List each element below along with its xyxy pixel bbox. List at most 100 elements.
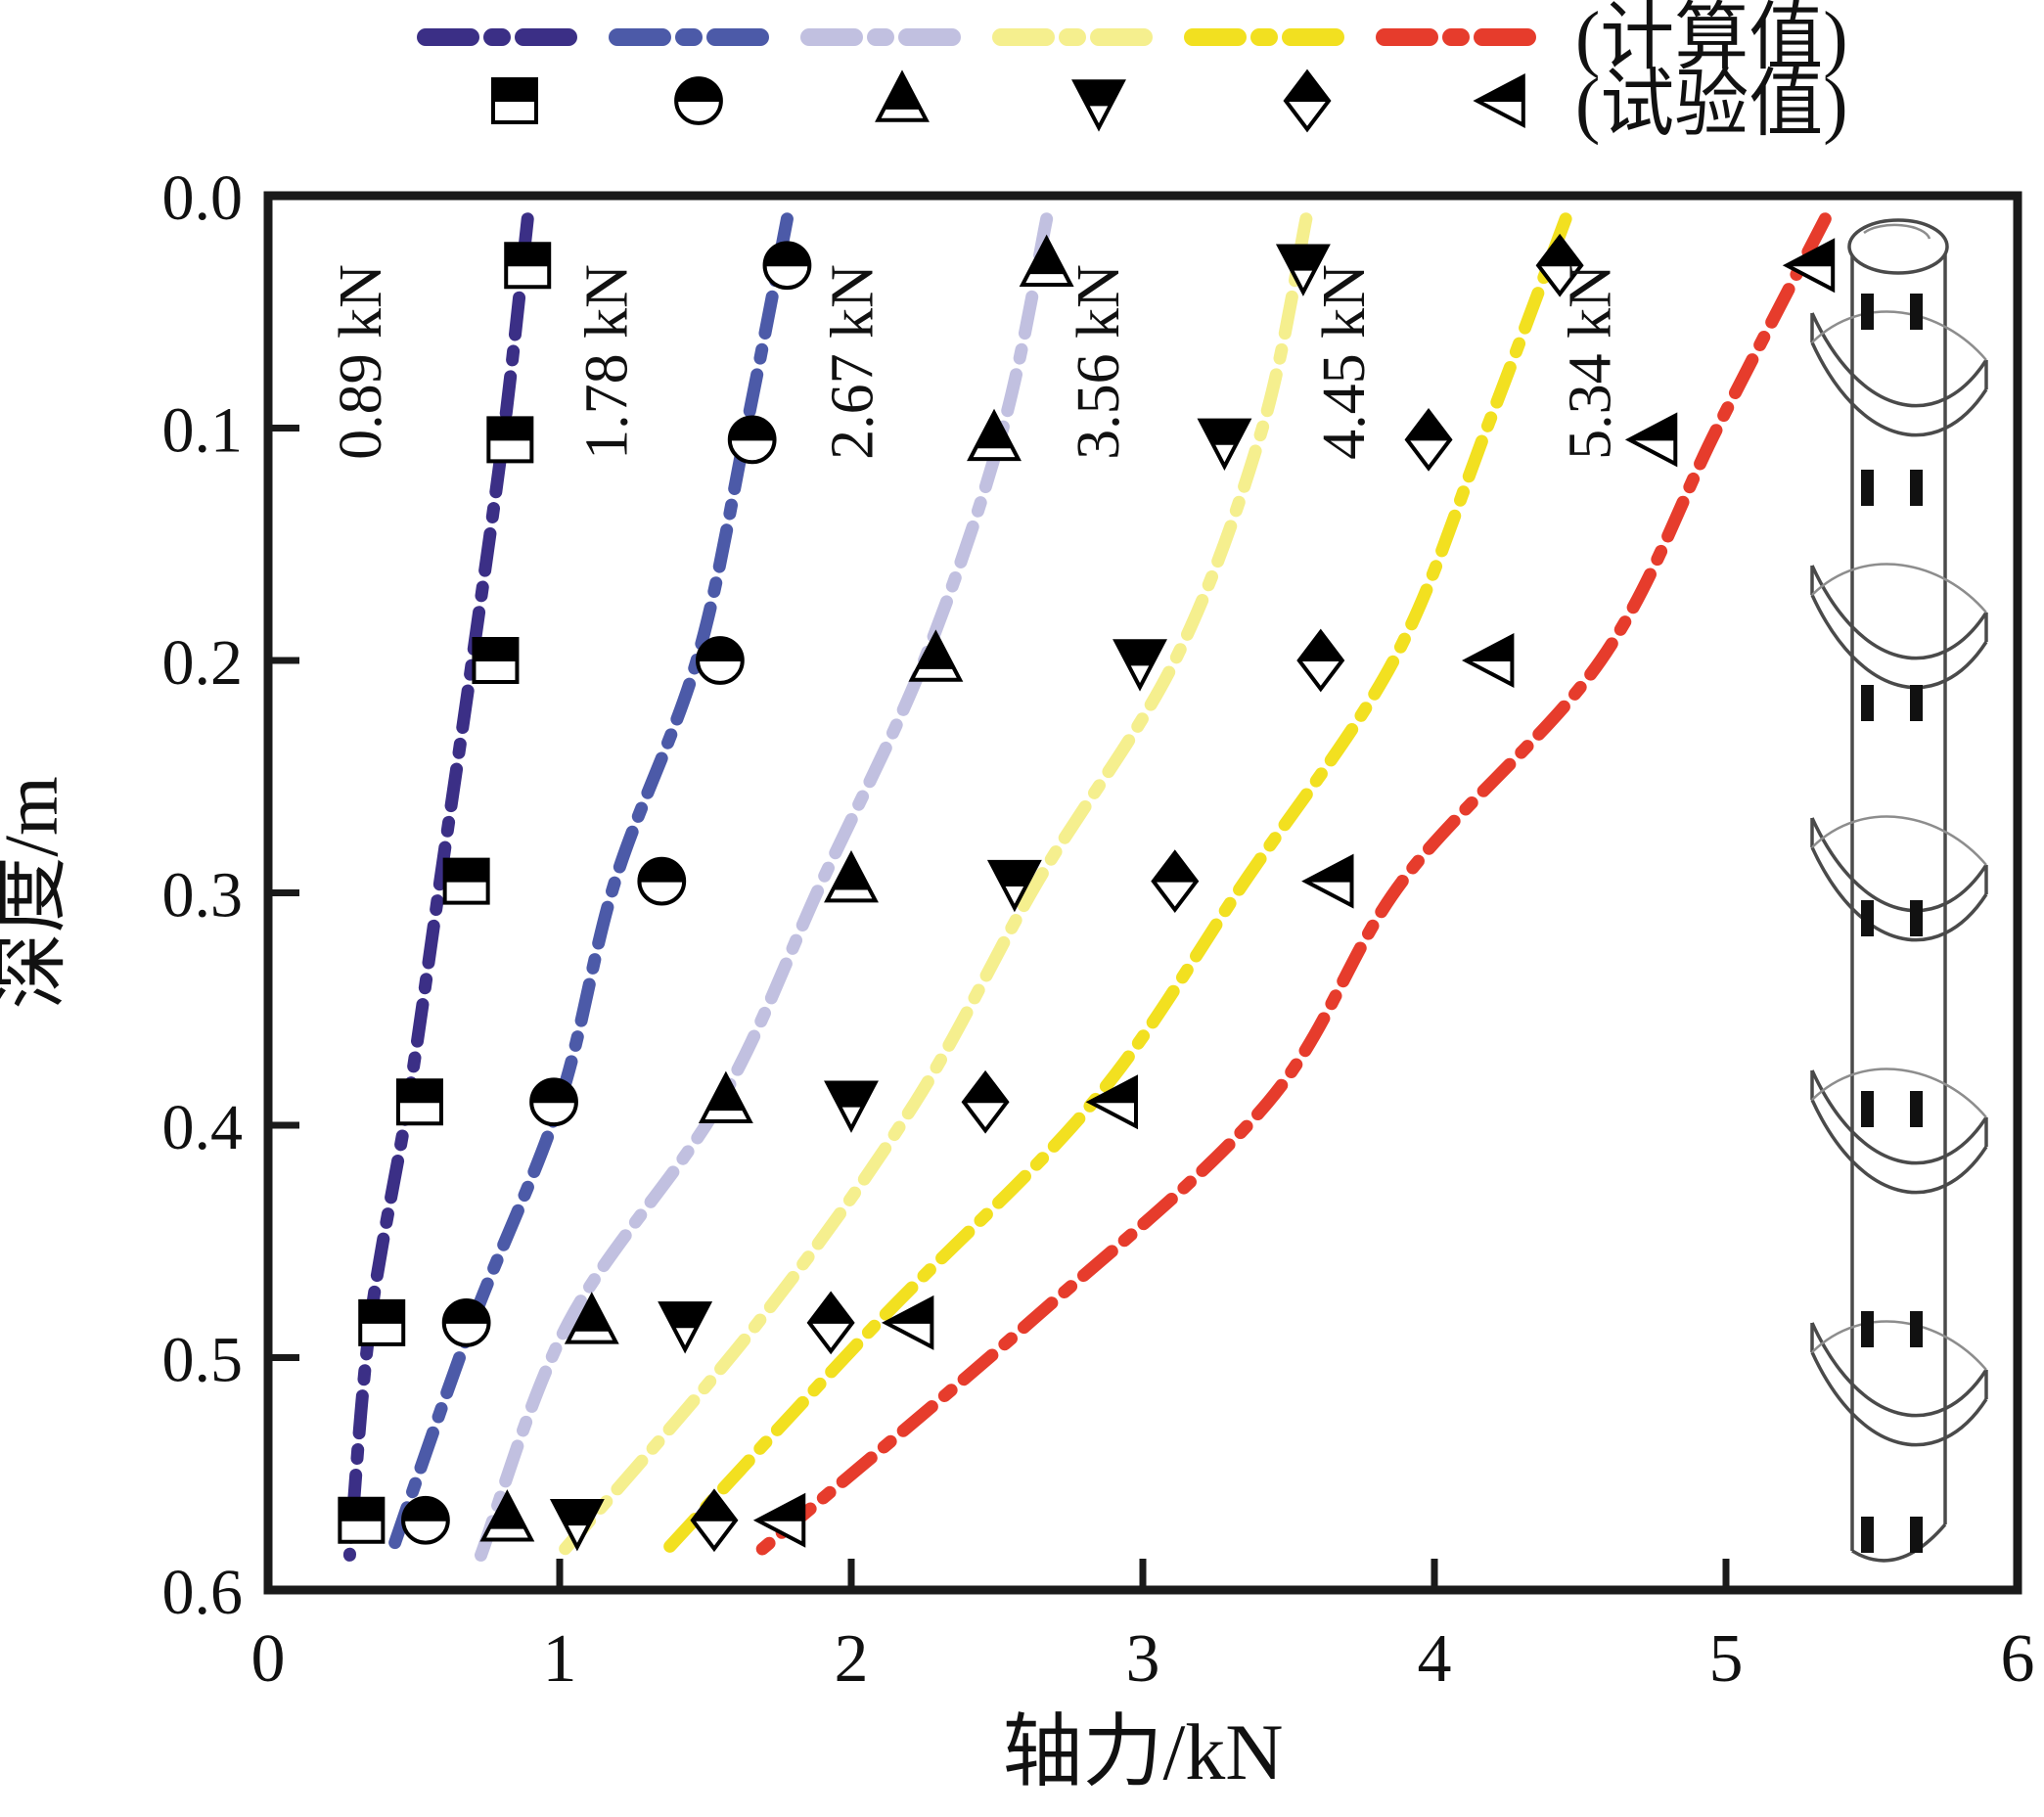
measured-point [486, 416, 534, 464]
helix-front-edge [1810, 1322, 1988, 1418]
x-tick-label: 5 [1709, 1621, 1744, 1697]
measured-point [338, 1496, 386, 1544]
strain-gauge [1861, 685, 1874, 721]
measured-point [658, 1301, 713, 1354]
measured-point [1296, 628, 1345, 693]
measured-point [824, 1080, 879, 1133]
helix-front-edge [1810, 1351, 1988, 1447]
legend-marker-swatch [491, 77, 538, 124]
measured-point [1462, 633, 1515, 688]
measured-point [564, 1292, 619, 1344]
legend-marker-swatch [1283, 68, 1332, 133]
y-tick-label: 0.2 [162, 627, 244, 699]
strain-gauge [1910, 1311, 1923, 1347]
measured-point [908, 629, 964, 682]
strain-gauge [1861, 294, 1874, 330]
measured-point [881, 1295, 934, 1350]
helix-back-edge [1811, 815, 1987, 866]
measured-point [1301, 853, 1354, 909]
measured-point [690, 1488, 739, 1553]
x-tick-label: 0 [251, 1621, 286, 1697]
legend-calculated-label: (计算值) [1575, 0, 1848, 79]
series-445kN: 4.45 kN [655, 212, 1584, 1562]
helical-pile-illustration [1810, 218, 1988, 1563]
helix-front-edge [1810, 565, 1988, 660]
series-534kN: 5.34 kN [749, 212, 1836, 1562]
plot-border [263, 191, 2022, 1595]
strain-gauge [1861, 1091, 1874, 1127]
legend-marker-swatch [1473, 73, 1525, 128]
load-label: 5.34 kN [1557, 264, 1623, 460]
measured-point [1113, 639, 1167, 692]
x-tick-label: 6 [2001, 1621, 2035, 1697]
legend-marker-swatch [1071, 79, 1126, 132]
measured-point [1197, 418, 1252, 471]
measured-point [401, 1495, 450, 1545]
series-089kN: 0.89 kN [328, 212, 552, 1562]
measured-point [1275, 244, 1331, 296]
x-axis-title: 轴力/kN [1002, 1707, 1283, 1796]
legend-measured-label: (试验值) [1575, 64, 1848, 146]
measured-point [1085, 1074, 1138, 1130]
measured-point [967, 408, 1022, 462]
measured-point [549, 1498, 605, 1552]
load-label: 2.67 kN [820, 264, 886, 460]
calculated-line [749, 212, 1832, 1562]
legend-marker-swatch [674, 76, 723, 125]
helix-back-edge [1811, 1320, 1987, 1371]
helix-front-edge [1810, 1069, 1988, 1165]
measured-point [441, 1297, 491, 1347]
measured-point [824, 850, 879, 903]
axes: 0 1 2 3 4 5 6 0.0 0.1 0.2 0.3 0.4 0.5 0.6 轴力/kN 深度/m [0, 162, 2035, 1796]
y-tick-label: 0.6 [162, 1557, 244, 1628]
strain-gauge [1861, 470, 1874, 506]
measured-point [698, 1070, 753, 1124]
strain-gauge [1910, 294, 1923, 330]
y-tick-label: 0.3 [162, 860, 244, 931]
legend-marker-swatch [875, 69, 930, 122]
load-label: 1.78 kN [573, 264, 640, 460]
helix-front-edge [1810, 1099, 1988, 1195]
measured-point [442, 857, 490, 905]
helix-back-edge [1811, 1067, 1987, 1118]
x-tick-label: 1 [543, 1621, 577, 1697]
y-axis-title: 深度/m [0, 776, 73, 1009]
measured-point [479, 1489, 535, 1542]
legend: (计算值)(试验值) [417, 0, 1848, 146]
x-tick-label: 3 [1126, 1621, 1160, 1697]
load-label: 3.56 kN [1066, 264, 1132, 460]
measured-point [395, 1078, 443, 1126]
strain-gauge [1861, 1517, 1874, 1553]
strain-gauge [1910, 1091, 1923, 1127]
pile-bottom [1851, 1522, 1947, 1563]
measured-point [637, 856, 687, 906]
strain-gauge [1910, 685, 1923, 721]
measured-point [961, 1069, 1010, 1134]
load-label: 0.89 kN [328, 264, 394, 460]
measured-point [1404, 408, 1453, 472]
measured-point [1019, 234, 1074, 288]
helix-back-edge [1811, 310, 1987, 361]
series-267kN: 2.67 kN [475, 212, 1074, 1562]
measured-point [986, 859, 1042, 913]
strain-gauge [1861, 1311, 1874, 1347]
measured-point [472, 637, 520, 684]
measured-point [1151, 849, 1200, 913]
measured-point [1624, 412, 1678, 468]
measured-point [752, 1492, 806, 1548]
measured-point [529, 1077, 578, 1127]
measured-point [358, 1298, 406, 1346]
measured-point [1535, 233, 1584, 297]
helix-front-edge [1810, 312, 1988, 408]
calculated-line [655, 212, 1572, 1562]
strain-gauge [1910, 900, 1923, 936]
series-178kN: 1.78 kN [384, 212, 812, 1562]
measured-point [504, 242, 552, 290]
x-tick-label: 2 [835, 1621, 869, 1697]
helix-front-edge [1810, 594, 1988, 690]
measured-point [806, 1291, 855, 1355]
helix-front-edge [1810, 341, 1988, 437]
y-tick-label: 0.5 [162, 1325, 244, 1396]
